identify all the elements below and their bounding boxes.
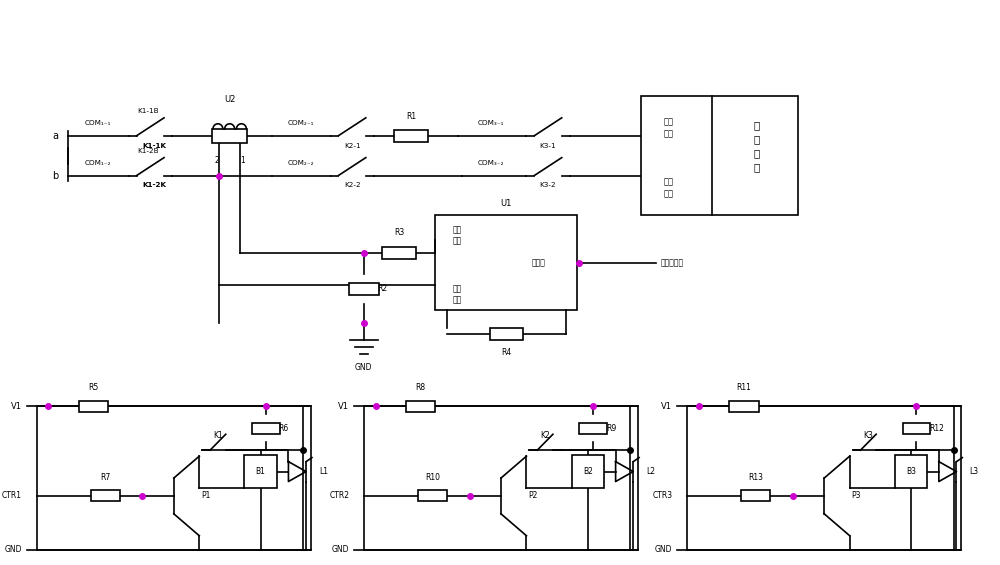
Text: R1: R1	[406, 112, 416, 121]
Text: V1: V1	[338, 402, 349, 411]
Text: B1: B1	[256, 467, 265, 476]
Text: COM₃₋₁: COM₃₋₁	[478, 120, 504, 126]
Bar	[244, 455, 277, 488]
Text: L2: L2	[646, 467, 655, 476]
Text: a: a	[52, 131, 58, 141]
Bar	[394, 130, 428, 142]
Bar	[406, 401, 435, 412]
Text: L3: L3	[969, 467, 978, 476]
Text: CTR2: CTR2	[329, 492, 349, 501]
Text: GND: GND	[355, 363, 373, 372]
Text: K2-1: K2-1	[344, 143, 360, 149]
Text: K3: K3	[863, 431, 873, 440]
Text: B2: B2	[583, 467, 593, 476]
Text: 1: 1	[240, 155, 245, 164]
Bar	[364, 406, 638, 550]
Text: 点
火
电
源: 点 火 电 源	[754, 120, 760, 172]
Text: COM₃₋₂: COM₃₋₂	[478, 159, 504, 166]
Bar	[418, 490, 447, 501]
Bar	[579, 423, 607, 434]
Text: B3: B3	[906, 467, 916, 476]
Text: K1-2B: K1-2B	[138, 147, 159, 154]
Bar	[729, 401, 759, 412]
Text: CTR3: CTR3	[652, 492, 672, 501]
Text: R10: R10	[425, 473, 440, 482]
Text: K1-1K: K1-1K	[142, 143, 166, 149]
Text: 负输
入端: 负输 入端	[452, 225, 462, 245]
Text: COM₁₋₁: COM₁₋₁	[84, 120, 111, 126]
Text: GND: GND	[5, 545, 22, 554]
Text: K3-1: K3-1	[540, 143, 556, 149]
Text: U1: U1	[501, 199, 512, 208]
Text: P2: P2	[528, 492, 538, 501]
Text: COM₂₋₁: COM₂₋₁	[288, 120, 314, 126]
Bar	[79, 401, 108, 412]
Text: GND: GND	[655, 545, 672, 554]
Text: R8: R8	[416, 384, 426, 393]
Text: K2: K2	[540, 431, 550, 440]
Text: CTR1: CTR1	[2, 492, 22, 501]
Text: R6: R6	[279, 424, 289, 433]
Bar	[212, 129, 247, 143]
Bar	[490, 328, 523, 340]
Text: GND: GND	[332, 545, 349, 554]
Bar	[741, 490, 770, 501]
Text: R5: R5	[88, 384, 99, 393]
Text: b: b	[52, 171, 58, 181]
Text: V1: V1	[11, 402, 22, 411]
Text: 至主控制器: 至主控制器	[661, 258, 684, 267]
Text: 正输
入端: 正输 入端	[452, 284, 462, 304]
Text: U2: U2	[224, 95, 235, 104]
Bar	[903, 423, 930, 434]
Text: L1: L1	[319, 467, 328, 476]
Text: 2: 2	[215, 155, 219, 164]
Text: K1-1B: K1-1B	[138, 108, 159, 114]
Bar	[37, 406, 311, 550]
Bar	[687, 406, 961, 550]
Text: R13: R13	[748, 473, 763, 482]
Text: R3: R3	[394, 228, 404, 237]
Bar	[572, 455, 604, 488]
Text: COM₁₋₂: COM₁₋₂	[84, 159, 111, 166]
Text: P1: P1	[201, 492, 211, 501]
Bar	[895, 455, 927, 488]
Text: R11: R11	[736, 384, 751, 393]
Bar	[91, 490, 120, 501]
Text: COM₂₋₂: COM₂₋₂	[288, 159, 314, 166]
Bar	[349, 283, 379, 295]
Text: 输出端: 输出端	[531, 258, 545, 267]
Text: K1: K1	[213, 431, 223, 440]
Text: 正输
出端: 正输 出端	[664, 118, 674, 138]
Bar	[435, 215, 577, 310]
Text: K3-2: K3-2	[540, 182, 556, 189]
Text: R2: R2	[378, 284, 388, 293]
Text: P3: P3	[852, 492, 861, 501]
Text: K1-2K: K1-2K	[142, 182, 166, 189]
Text: V1: V1	[661, 402, 672, 411]
Text: 负输
出端: 负输 出端	[664, 177, 674, 198]
Bar	[641, 96, 798, 215]
Text: R12: R12	[929, 424, 944, 433]
Text: K2-2: K2-2	[344, 182, 360, 189]
Text: R4: R4	[501, 347, 512, 357]
Bar	[382, 247, 416, 259]
Text: R9: R9	[606, 424, 616, 433]
Text: R7: R7	[100, 473, 110, 482]
Bar	[252, 423, 280, 434]
